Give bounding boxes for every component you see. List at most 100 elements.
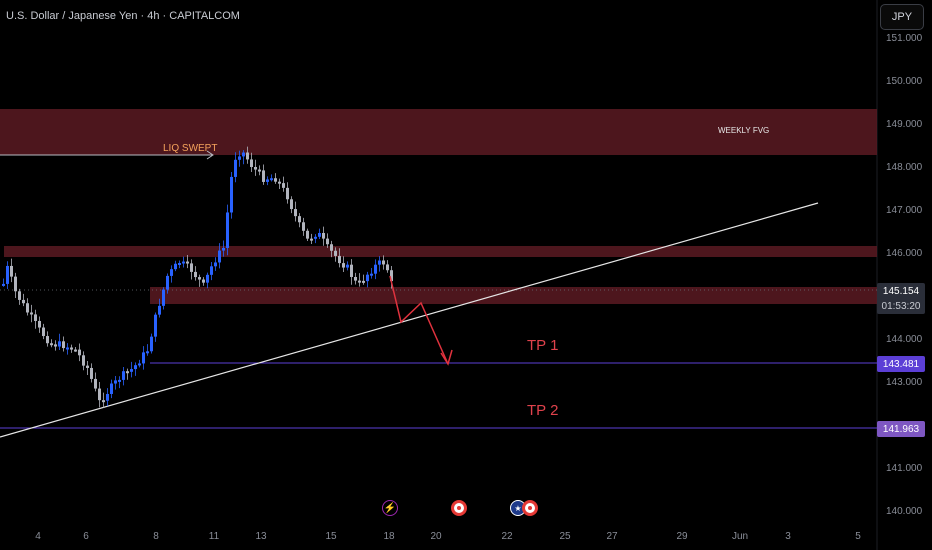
candle <box>138 363 141 366</box>
candle <box>126 371 129 374</box>
candle <box>234 159 237 177</box>
candle <box>134 365 137 370</box>
date-label: 29 <box>676 531 688 542</box>
demand-zone <box>150 287 877 304</box>
resistance-zone <box>4 246 877 257</box>
chart-title: U.S. Dollar / Japanese Yen · 4h · CAPITA… <box>6 10 240 22</box>
candle <box>26 303 29 313</box>
target-event-icon[interactable] <box>451 500 467 516</box>
candle <box>158 305 161 315</box>
candle <box>170 269 173 276</box>
candle <box>130 369 133 372</box>
date-label: 3 <box>785 531 791 542</box>
currency-button[interactable]: JPY <box>880 4 924 30</box>
liq-swept-label: LIQ SWEPT <box>163 143 218 154</box>
candle <box>246 152 249 160</box>
projection-arrow[interactable] <box>389 275 449 365</box>
candle <box>314 236 317 239</box>
candle <box>338 255 341 264</box>
date-label: 11 <box>208 531 220 542</box>
candle <box>82 355 85 366</box>
lightning-event-icon[interactable]: ⚡ <box>382 500 398 516</box>
date-label: 5 <box>855 531 861 542</box>
candle <box>98 388 101 401</box>
candle <box>302 222 305 231</box>
candle <box>262 170 265 182</box>
candle <box>186 261 189 264</box>
candle <box>154 314 157 337</box>
candle <box>42 327 45 337</box>
candle <box>286 187 289 200</box>
candle <box>342 263 345 268</box>
candle <box>74 349 77 352</box>
candle <box>258 169 261 172</box>
candle <box>14 276 17 292</box>
weekly-fvg-label: WEEKLY FVG <box>718 126 770 135</box>
price-label: 144.000 <box>886 334 923 345</box>
candle <box>182 261 185 264</box>
candle <box>78 349 81 356</box>
candle <box>270 178 273 181</box>
candle <box>30 312 33 315</box>
price-label: 146.000 <box>886 248 923 259</box>
date-label: 15 <box>325 531 337 542</box>
date-label: 6 <box>83 531 89 542</box>
date-label: 8 <box>153 531 159 542</box>
candle <box>146 351 149 354</box>
liq-swept-arrowhead <box>206 150 214 160</box>
candle <box>266 179 269 182</box>
candle <box>90 367 93 379</box>
candle <box>290 199 293 210</box>
candle <box>46 336 49 344</box>
candle <box>350 264 353 277</box>
date-label: 4 <box>35 531 41 542</box>
candle <box>326 238 329 245</box>
candle <box>278 181 281 184</box>
candle <box>334 250 337 256</box>
candle <box>62 341 65 349</box>
weekly-fvg-zone <box>0 109 877 155</box>
candle <box>378 260 381 265</box>
candle <box>70 347 73 350</box>
candle <box>230 176 233 213</box>
candle <box>218 250 221 263</box>
current-price-tag: 145.154 <box>877 283 925 299</box>
candle <box>86 365 89 368</box>
candle <box>174 263 177 270</box>
candle <box>106 393 109 401</box>
date-label: 22 <box>501 531 513 542</box>
candle <box>362 280 365 283</box>
candle <box>142 352 145 364</box>
candle <box>226 212 229 248</box>
candle <box>10 265 13 277</box>
candle <box>2 283 5 286</box>
candle <box>250 159 253 168</box>
candle <box>198 277 201 280</box>
candle <box>206 274 209 283</box>
candle <box>190 263 193 272</box>
trend-line[interactable] <box>0 202 819 438</box>
candle <box>382 260 385 265</box>
candle <box>150 336 153 352</box>
candle <box>102 400 105 403</box>
candle <box>118 379 121 382</box>
candle <box>22 299 25 304</box>
candle <box>294 209 297 217</box>
tp2-label: TP 2 <box>527 402 559 419</box>
candle <box>322 232 325 239</box>
candle <box>110 383 113 394</box>
countdown-tag: 01:53:20 <box>877 298 925 314</box>
date-label: 13 <box>255 531 267 542</box>
price-label: 143.000 <box>886 377 923 388</box>
candle <box>374 264 377 274</box>
candle <box>178 262 181 265</box>
candle <box>310 238 313 241</box>
target-event-icon[interactable] <box>522 500 538 516</box>
candle <box>6 265 9 284</box>
price-label: 148.000 <box>886 162 923 173</box>
candle <box>202 279 205 283</box>
candle <box>194 271 197 278</box>
date-label: 25 <box>559 531 571 542</box>
candle <box>346 264 349 268</box>
